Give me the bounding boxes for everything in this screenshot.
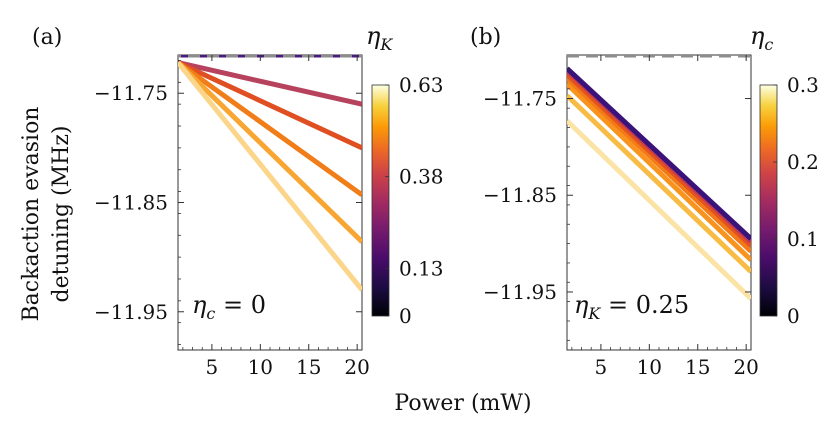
y-axis-title-line-2: detuning (MHz) <box>49 125 74 302</box>
series-line <box>567 93 751 274</box>
plot-area <box>567 55 751 301</box>
colorbar-tick-label: 0 <box>787 304 800 328</box>
colorbar <box>371 84 390 317</box>
y-axis-title: Backaction evasion detuning (MHz) <box>19 107 74 322</box>
x-tick-label: 5 <box>206 355 219 379</box>
x-tick-label: 15 <box>685 355 710 379</box>
y-tick-label: −11.95 <box>483 280 557 304</box>
y-axis-title-line-1: Backaction evasion <box>19 107 44 322</box>
series-line <box>178 60 362 197</box>
x-tick-label: 15 <box>296 355 321 379</box>
y-tick-label: −11.95 <box>94 300 168 324</box>
x-tick-label: 20 <box>733 355 758 379</box>
colorbar-title: ηc <box>750 22 773 54</box>
panel-a: (a) 5 10 15 20 −11.75 −11.85 −11.95 ηc = 0 0.63 0.… <box>32 22 444 379</box>
series-line <box>178 60 362 151</box>
colorbar-tick-label: 0.63 <box>399 73 444 97</box>
x-axis-title: Power (mW) <box>394 391 531 416</box>
panel-b: (b) 5 10 15 20 −11.75 −11.85 −11.95 ηK = 0.25 0.3… <box>470 22 819 379</box>
y-tick-label: −11.85 <box>94 191 168 215</box>
colorbar-tick-label: 0.1 <box>787 227 819 251</box>
series-line <box>178 60 362 244</box>
y-tick-label: −11.75 <box>483 87 557 111</box>
series-line <box>178 60 362 107</box>
series-line <box>567 82 751 262</box>
colorbar-tick-label: 0.38 <box>399 165 444 189</box>
series-line <box>567 72 751 248</box>
colorbar <box>759 84 778 317</box>
colorbar-tick-label: 0.3 <box>787 73 819 97</box>
x-tick-label: 20 <box>344 355 369 379</box>
colorbar-tick-label: 0.2 <box>787 150 819 174</box>
colorbar-tick-label: 0 <box>399 304 412 328</box>
x-tick-label: 5 <box>595 355 608 379</box>
series-line <box>178 61 362 292</box>
panel-label: (a) <box>32 25 62 50</box>
plot-area <box>178 55 362 292</box>
panel-label: (b) <box>470 25 501 50</box>
series-line <box>567 76 751 254</box>
x-tick-label: 10 <box>637 355 662 379</box>
series-line <box>567 66 751 241</box>
panel-annotation: ηc = 0 <box>192 291 266 323</box>
colorbar-title: ηK <box>366 22 393 54</box>
series-line <box>567 119 751 301</box>
panel-annotation: ηK = 0.25 <box>574 291 689 323</box>
x-tick-label: 10 <box>248 355 273 379</box>
y-tick-label: −11.75 <box>94 81 168 105</box>
colorbar-tick-label: 0.13 <box>399 256 444 280</box>
y-tick-label: −11.85 <box>483 183 557 207</box>
